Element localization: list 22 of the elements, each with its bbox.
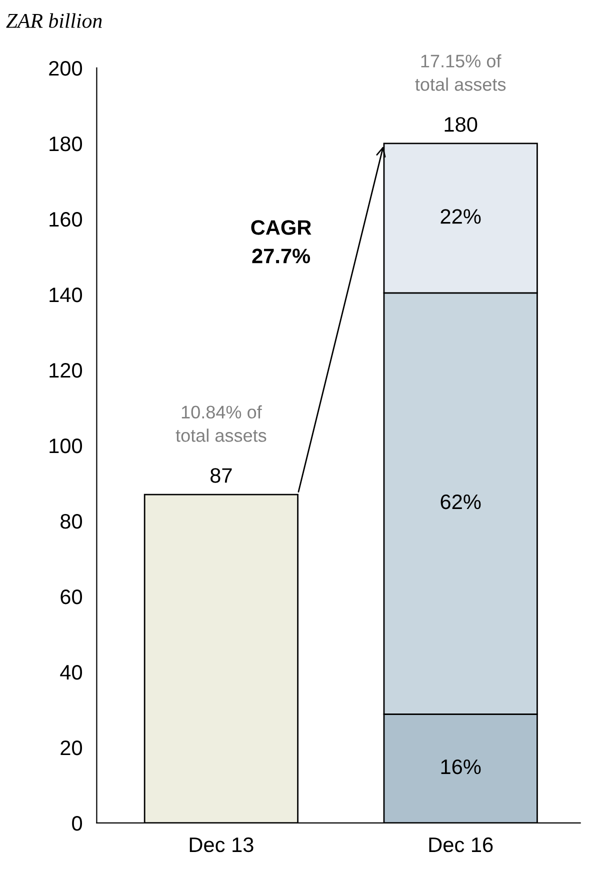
y-tick-label: 100 — [50, 438, 82, 454]
y-axis-title: ZAR billion — [6, 13, 102, 28]
y-tick-label: 120 — [50, 362, 82, 378]
y-tick-label: 160 — [50, 212, 82, 227]
total-label: 180 — [444, 117, 478, 132]
annotation: 22% — [440, 209, 481, 224]
y-tick-label: 60 — [60, 589, 82, 604]
total-label: 87 — [210, 468, 232, 483]
y-tick-label: 0 — [72, 816, 82, 831]
annotation: 62% — [440, 494, 481, 510]
annotation: 17.15% of total assets — [415, 54, 506, 91]
annotation: CAGR 27.7% — [251, 220, 312, 264]
y-tick-label: 20 — [60, 740, 82, 756]
y-tick-label: 140 — [50, 287, 82, 302]
x-tick-label: Dec 16 — [429, 837, 493, 852]
annotation: 16% — [441, 759, 481, 774]
y-tick-label: 200 — [49, 60, 82, 76]
y-tick-label: 180 — [50, 136, 82, 152]
y-tick-label: 40 — [60, 664, 82, 680]
annotation: 10.84% of total assets — [176, 405, 266, 442]
y-tick-label: 80 — [60, 514, 82, 529]
x-tick-label: Dec 13 — [190, 837, 254, 852]
